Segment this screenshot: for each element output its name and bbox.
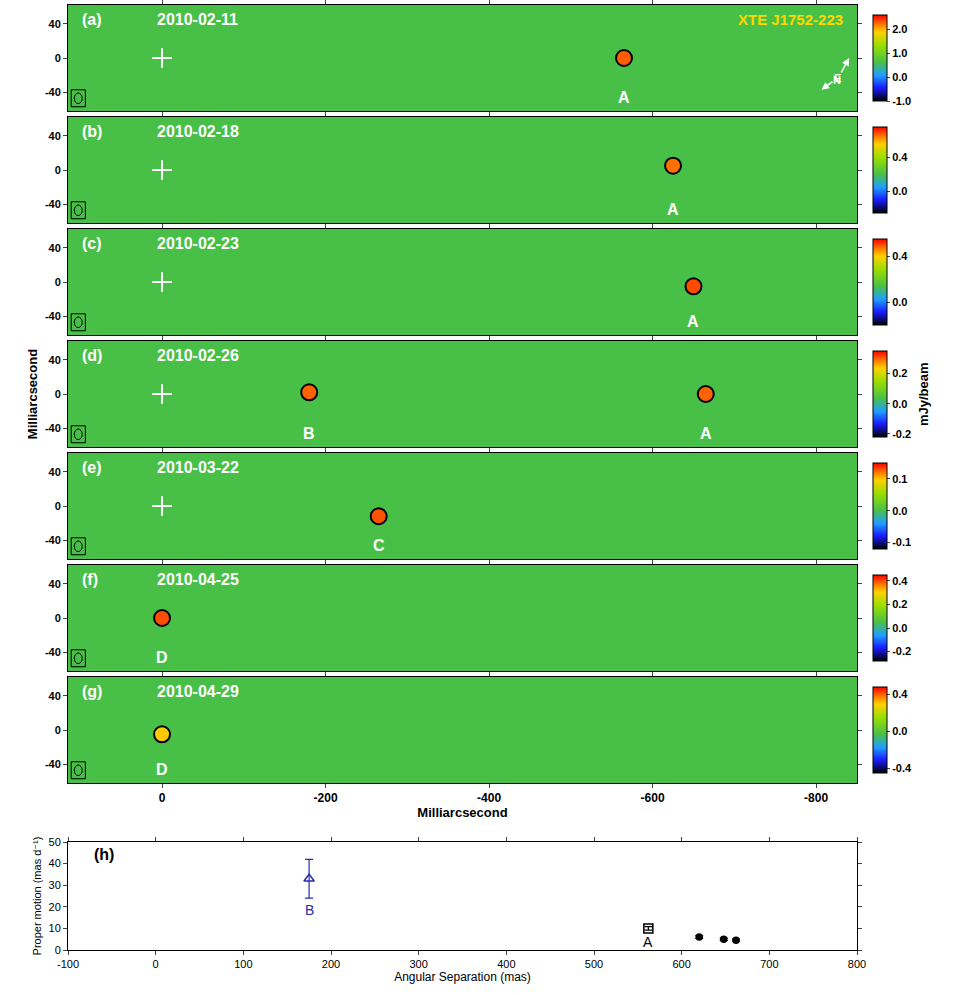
svg-text:D: D bbox=[156, 761, 168, 778]
svg-text:mJy/beam: mJy/beam bbox=[916, 362, 931, 426]
svg-text:0: 0 bbox=[159, 791, 166, 805]
svg-text:0: 0 bbox=[55, 388, 61, 400]
svg-text:(c): (c) bbox=[82, 235, 102, 252]
svg-text:0.0: 0.0 bbox=[892, 398, 907, 410]
svg-text:-0.2: -0.2 bbox=[892, 645, 911, 657]
svg-text:A: A bbox=[667, 201, 679, 218]
svg-text:(f): (f) bbox=[82, 571, 98, 588]
svg-text:Milliarcsecond: Milliarcsecond bbox=[417, 805, 507, 820]
svg-text:0.0: 0.0 bbox=[892, 725, 907, 737]
svg-text:0.2: 0.2 bbox=[892, 598, 907, 610]
svg-text:0: 0 bbox=[55, 500, 61, 512]
svg-text:-0.2: -0.2 bbox=[892, 428, 911, 440]
svg-text:700: 700 bbox=[760, 958, 778, 970]
svg-text:Proper motion (mas d⁻¹): Proper motion (mas d⁻¹) bbox=[31, 837, 43, 956]
svg-text:0.4: 0.4 bbox=[892, 688, 908, 700]
svg-text:2010-03-22: 2010-03-22 bbox=[157, 459, 239, 476]
svg-text:2010-04-25: 2010-04-25 bbox=[157, 571, 239, 588]
svg-text:0.4: 0.4 bbox=[892, 151, 908, 163]
svg-text:A: A bbox=[687, 313, 699, 330]
svg-text:(d): (d) bbox=[82, 347, 102, 364]
svg-text:40: 40 bbox=[49, 690, 61, 702]
svg-text:N: N bbox=[833, 74, 841, 86]
svg-text:-200: -200 bbox=[314, 791, 338, 805]
svg-text:0: 0 bbox=[55, 164, 61, 176]
svg-text:Milliarcsecond: Milliarcsecond bbox=[25, 349, 40, 439]
svg-text:0.2: 0.2 bbox=[892, 367, 907, 379]
svg-text:40: 40 bbox=[49, 578, 61, 590]
svg-text:(g): (g) bbox=[82, 683, 102, 700]
svg-text:0: 0 bbox=[55, 52, 61, 64]
svg-text:A: A bbox=[618, 89, 630, 106]
svg-text:0.4: 0.4 bbox=[892, 575, 908, 587]
svg-text:200: 200 bbox=[322, 958, 340, 970]
svg-text:B: B bbox=[305, 902, 314, 918]
svg-text:0: 0 bbox=[55, 944, 61, 956]
svg-text:(a): (a) bbox=[82, 11, 102, 28]
svg-text:0.4: 0.4 bbox=[892, 250, 908, 262]
svg-text:10: 10 bbox=[49, 922, 61, 934]
svg-text:0: 0 bbox=[55, 276, 61, 288]
svg-text:D: D bbox=[156, 649, 168, 666]
svg-text:50: 50 bbox=[49, 836, 61, 848]
svg-text:40: 40 bbox=[49, 466, 61, 478]
svg-text:0.0: 0.0 bbox=[892, 185, 907, 197]
svg-text:0.0: 0.0 bbox=[892, 622, 907, 634]
svg-text:-400: -400 bbox=[477, 791, 501, 805]
svg-text:A: A bbox=[643, 934, 653, 950]
svg-text:C: C bbox=[373, 537, 385, 554]
svg-text:0: 0 bbox=[153, 958, 159, 970]
svg-text:0.0: 0.0 bbox=[892, 505, 907, 517]
svg-text:-1.0: -1.0 bbox=[892, 95, 911, 107]
svg-text:2.0: 2.0 bbox=[892, 23, 907, 35]
svg-text:-40: -40 bbox=[45, 86, 61, 98]
svg-text:2010-02-23: 2010-02-23 bbox=[157, 235, 239, 252]
svg-text:2010-04-29: 2010-04-29 bbox=[157, 683, 239, 700]
svg-text:B: B bbox=[303, 425, 315, 442]
svg-text:40: 40 bbox=[49, 857, 61, 869]
svg-text:100: 100 bbox=[234, 958, 252, 970]
svg-text:2010-02-26: 2010-02-26 bbox=[157, 347, 239, 364]
svg-text:-600: -600 bbox=[641, 791, 665, 805]
svg-text:-40: -40 bbox=[45, 758, 61, 770]
svg-text:1.0: 1.0 bbox=[892, 47, 907, 59]
svg-text:40: 40 bbox=[49, 354, 61, 366]
svg-text:0.1: 0.1 bbox=[892, 473, 907, 485]
svg-text:-40: -40 bbox=[45, 198, 61, 210]
svg-text:800: 800 bbox=[848, 958, 866, 970]
svg-text:40: 40 bbox=[49, 130, 61, 142]
svg-text:2010-02-18: 2010-02-18 bbox=[157, 123, 239, 140]
svg-text:40: 40 bbox=[49, 242, 61, 254]
svg-text:0: 0 bbox=[55, 724, 61, 736]
svg-text:-40: -40 bbox=[45, 422, 61, 434]
svg-text:A: A bbox=[700, 425, 712, 442]
svg-text:Angular Separation (mas): Angular Separation (mas) bbox=[394, 970, 531, 984]
svg-text:-0.1: -0.1 bbox=[892, 536, 911, 548]
svg-text:400: 400 bbox=[497, 958, 515, 970]
svg-text:30: 30 bbox=[49, 879, 61, 891]
svg-text:0.0: 0.0 bbox=[892, 296, 907, 308]
svg-text:-100: -100 bbox=[57, 958, 79, 970]
svg-text:0: 0 bbox=[55, 612, 61, 624]
svg-text:XTE J1752-223: XTE J1752-223 bbox=[738, 11, 843, 28]
svg-text:300: 300 bbox=[409, 958, 427, 970]
svg-text:20: 20 bbox=[49, 901, 61, 913]
svg-text:(e): (e) bbox=[82, 459, 102, 476]
svg-text:-40: -40 bbox=[45, 310, 61, 322]
svg-text:40: 40 bbox=[49, 18, 61, 30]
svg-text:E: E bbox=[834, 72, 841, 84]
svg-text:500: 500 bbox=[585, 958, 603, 970]
svg-text:-40: -40 bbox=[45, 534, 61, 546]
svg-text:-0.4: -0.4 bbox=[892, 762, 912, 774]
svg-text:-800: -800 bbox=[804, 791, 828, 805]
svg-text:(b): (b) bbox=[82, 123, 102, 140]
svg-text:600: 600 bbox=[672, 958, 690, 970]
svg-text:-40: -40 bbox=[45, 646, 61, 658]
svg-text:(h): (h) bbox=[94, 846, 114, 863]
svg-text:0.0: 0.0 bbox=[892, 71, 907, 83]
svg-text:2010-02-11: 2010-02-11 bbox=[157, 11, 238, 28]
